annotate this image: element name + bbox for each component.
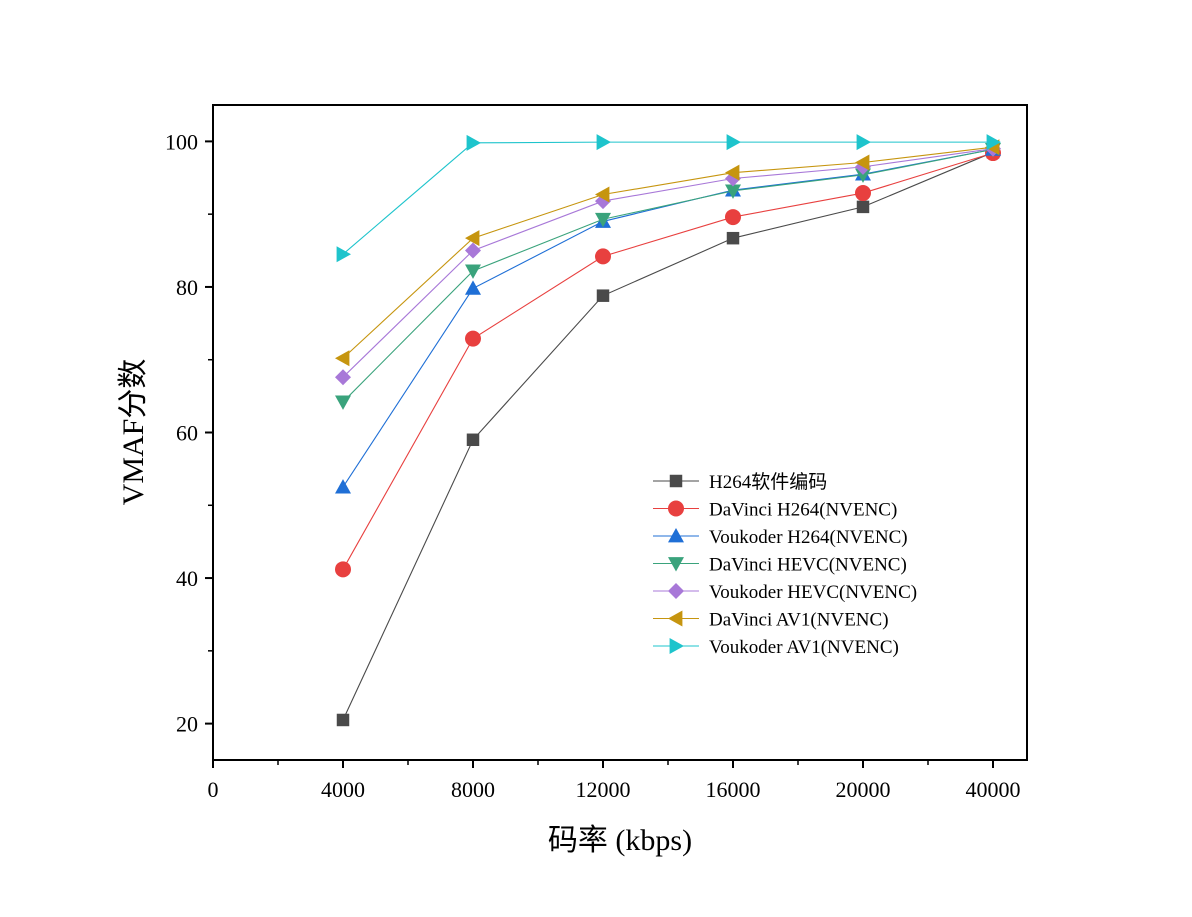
x-tick-label: 20000: [836, 777, 891, 802]
data-point: [855, 185, 871, 202]
legend: H264软件编码 DaVinci H264(NVENC) Voukoder H264…: [653, 471, 917, 658]
x-axis-title: 码率 (kbps): [548, 824, 692, 857]
legend-marker: [668, 557, 684, 572]
legend-label: Voukoder HEVC(NVENC): [709, 582, 917, 603]
data-point: [466, 433, 480, 447]
data-point: [336, 246, 351, 263]
data-point: [336, 713, 350, 727]
y-tick-label: 100: [165, 129, 198, 154]
data-point: [725, 164, 740, 181]
data-point: [596, 134, 611, 151]
legend-item: H264软件编码: [653, 471, 827, 493]
x-tick-label: 40000: [966, 777, 1021, 802]
data-point: [726, 134, 741, 151]
data-point: [595, 186, 610, 203]
data-point: [465, 230, 480, 247]
x-tick-label: 4000: [321, 777, 365, 802]
data-point: [465, 264, 481, 279]
series-4: [335, 140, 1001, 386]
data-point: [335, 561, 351, 578]
legend-item: DaVinci HEVC(NVENC): [653, 555, 907, 576]
y-tick-label: 40: [176, 566, 198, 591]
series-1: [335, 145, 1001, 578]
legend-marker: [668, 610, 683, 627]
legend-label: DaVinci H264(NVENC): [709, 500, 897, 521]
data-point: [725, 209, 741, 226]
data-point: [725, 184, 741, 199]
x-tick-label: 12000: [576, 777, 631, 802]
data-point: [595, 212, 611, 228]
y-axis-title: VMAF分数: [117, 359, 150, 506]
legend-item: DaVinci H264(NVENC): [653, 500, 897, 521]
x-tick-label: 8000: [451, 777, 495, 802]
legend-label: Voukoder H264(NVENC): [709, 527, 908, 548]
legend-marker: [669, 638, 684, 654]
series-6: [336, 134, 1001, 263]
series-line: [342, 148, 994, 403]
x-tick-label: 16000: [706, 777, 761, 802]
data-point: [335, 369, 351, 386]
data-point: [335, 350, 350, 367]
series-line: [342, 148, 994, 488]
y-tick-label: 60: [176, 421, 198, 446]
series-0: [336, 146, 1000, 727]
series-3: [335, 142, 1001, 410]
data-point: [726, 231, 740, 245]
legend-label: H264软件编码: [709, 471, 827, 493]
data-point: [596, 289, 610, 302]
series-line: [342, 146, 994, 359]
legend-label: Voukoder AV1(NVENC): [709, 637, 899, 658]
series-5: [335, 139, 1000, 367]
series-line: [342, 141, 993, 255]
data-point: [465, 330, 481, 347]
legend-item: Voukoder HEVC(NVENC): [653, 582, 917, 603]
legend-marker: [668, 583, 684, 599]
data-point: [986, 134, 1001, 151]
legend-item: Voukoder H264(NVENC): [653, 527, 908, 548]
data-point: [335, 395, 351, 410]
legend-label: DaVinci HEVC(NVENC): [709, 555, 907, 576]
legend-marker: [668, 528, 684, 543]
legend-label: DaVinci AV1(NVENC): [709, 610, 889, 631]
data-point: [856, 200, 870, 214]
data-point: [855, 168, 871, 183]
x-tick-label: 0: [208, 777, 219, 802]
legend-marker: [669, 474, 683, 488]
legend-item: Voukoder AV1(NVENC): [653, 637, 899, 658]
data-point: [465, 242, 481, 259]
series-layer: [335, 134, 1001, 727]
series-line: [342, 152, 994, 570]
data-point: [465, 280, 481, 295]
data-point: [335, 479, 351, 494]
plot-area: 0 4000 8000 12000 16000 20000 40000 20 40 60 80 100: [165, 104, 1028, 802]
legend-marker: [668, 500, 684, 517]
series-2: [335, 141, 1001, 494]
series-line: [342, 148, 994, 378]
plot-frame: [212, 104, 1028, 761]
y-tick-label: 80: [176, 275, 198, 300]
data-point: [595, 248, 611, 265]
data-point: [856, 134, 871, 151]
data-point: [466, 134, 481, 151]
data-point: [855, 154, 870, 171]
y-tick-label: 20: [176, 712, 198, 737]
legend-item: DaVinci AV1(NVENC): [653, 610, 889, 631]
series-line: [342, 151, 994, 721]
